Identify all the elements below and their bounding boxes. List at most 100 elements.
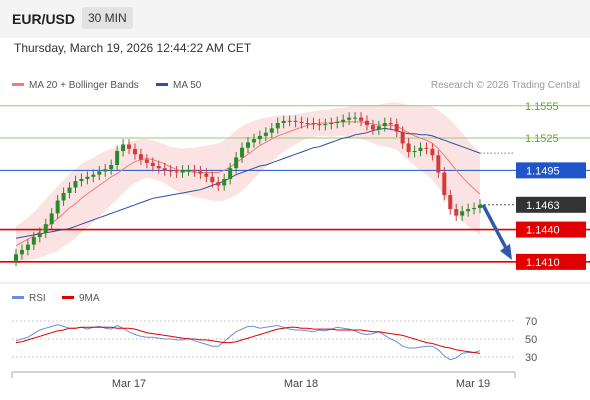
x-tick-2: Mar 19 <box>456 378 490 390</box>
legend-rsi-swatch <box>12 295 24 299</box>
candle-body <box>418 147 423 151</box>
rsi-line <box>15 324 481 361</box>
candle-body <box>353 117 358 119</box>
timeframe-badge[interactable]: 30 MIN <box>82 7 133 29</box>
level-tag-4 <box>516 221 586 238</box>
candle-body <box>287 120 292 122</box>
level-label-4: 1.1440 <box>526 225 560 237</box>
legend-ma50-label: MA 50 <box>173 80 202 91</box>
candle-body <box>85 176 90 179</box>
candle-body <box>25 244 30 251</box>
candle-body <box>347 117 352 120</box>
x-tick-0: Mar 17 <box>112 378 146 390</box>
candle-body <box>275 122 280 129</box>
candle-body <box>55 200 60 214</box>
candle-body <box>228 168 233 179</box>
rsi-tick-70: 70 <box>525 316 537 328</box>
candle-body <box>156 166 161 169</box>
candle-body <box>329 122 334 125</box>
legend-ma20: MA 20 + Bollinger Bands <box>12 80 139 91</box>
candle-body <box>335 121 340 123</box>
candle-body <box>19 250 24 255</box>
candle-body <box>144 159 149 163</box>
candle-body <box>472 208 477 210</box>
candle-body <box>460 211 465 216</box>
bollinger-band <box>16 102 480 266</box>
candle-body <box>311 122 316 125</box>
candle-body <box>376 126 381 130</box>
candle-body <box>305 122 310 124</box>
chart-datetime: Thursday, March 19, 2026 12:44:22 AM CET <box>14 41 252 55</box>
candle-body <box>174 171 179 173</box>
instrument-label: EUR/USD <box>12 11 76 27</box>
candle-body <box>293 120 298 122</box>
candle-body <box>198 171 203 174</box>
candle-body <box>370 125 375 130</box>
candle-body <box>186 170 191 172</box>
candle-body <box>299 121 304 123</box>
forecast-arrowhead <box>500 243 512 260</box>
candle-body <box>436 155 441 173</box>
level-tag-2 <box>516 162 586 179</box>
candle-body <box>109 164 114 170</box>
candle-body <box>442 172 447 196</box>
candle-body <box>150 162 155 167</box>
candle-body <box>400 131 405 144</box>
candle-body <box>454 209 459 216</box>
legend-ma20-label: MA 20 + Bollinger Bands <box>29 80 139 91</box>
candle-body <box>49 213 54 225</box>
candle-body <box>406 143 411 153</box>
candle-body <box>162 168 167 171</box>
candle-body <box>394 124 399 132</box>
legend-9ma-label: 9MA <box>79 293 100 304</box>
candle-body <box>97 171 102 175</box>
candle-body <box>359 117 364 121</box>
level-label-3: 1.1463 <box>526 200 560 212</box>
candle-body <box>132 148 137 155</box>
level-label-1: 1.1525 <box>525 133 559 145</box>
candle-body <box>478 204 482 209</box>
level-tag-3 <box>516 196 586 213</box>
legend-9ma: 9MA <box>62 293 100 304</box>
candle-body <box>424 147 429 149</box>
candle-body <box>382 122 387 127</box>
level-label-2: 1.1495 <box>526 165 560 177</box>
candle-body <box>192 170 197 172</box>
candle-body <box>115 150 120 165</box>
x-tick-1: Mar 18 <box>284 378 318 390</box>
candle-body <box>364 120 369 126</box>
rsi-tick-50: 50 <box>525 334 537 346</box>
candle-body <box>412 150 417 153</box>
legend-9ma-swatch <box>62 295 74 299</box>
legend-rsi: RSI <box>12 293 46 304</box>
level-label-0: 1.1555 <box>525 101 559 113</box>
candle-body <box>240 147 245 158</box>
candle-body <box>61 192 66 201</box>
rsi-tick-30: 30 <box>525 352 537 364</box>
candle-body <box>168 170 173 172</box>
candle-body <box>138 154 143 160</box>
forecast-arrow <box>481 203 511 255</box>
candle-body <box>43 224 48 233</box>
candle-body <box>14 254 18 261</box>
candle-body <box>67 187 72 193</box>
candle-body <box>341 119 346 122</box>
level-tag-5 <box>516 253 586 270</box>
candle-body <box>466 209 471 212</box>
candle-body <box>37 232 42 238</box>
candle-body <box>317 124 322 126</box>
candle-body <box>91 174 96 177</box>
candle-body <box>222 178 227 186</box>
candle-body <box>234 157 239 169</box>
candle-body <box>281 120 286 123</box>
candle-body <box>79 178 84 182</box>
candle-body <box>180 170 185 173</box>
candle-body <box>246 142 250 148</box>
candle-body <box>216 182 221 186</box>
candle-body <box>448 195 453 210</box>
candle-body <box>121 144 126 151</box>
candle-body <box>31 237 36 245</box>
candle-body <box>251 139 256 143</box>
candle-body <box>388 122 393 125</box>
